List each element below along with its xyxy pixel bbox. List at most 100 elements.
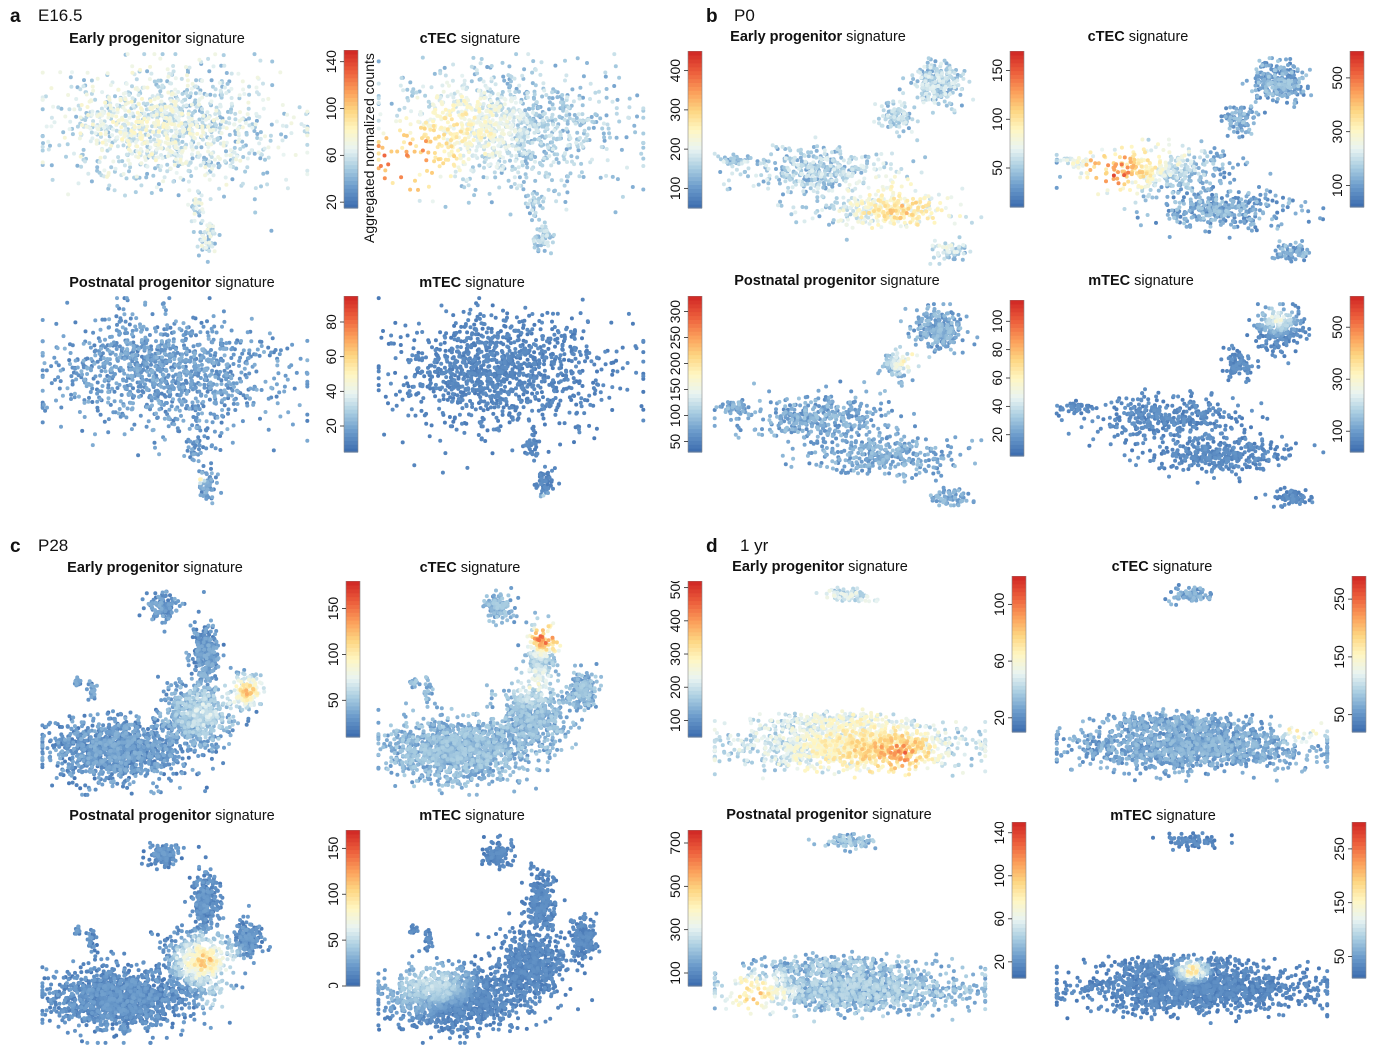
cell-point (520, 163, 525, 168)
cell-point (614, 106, 619, 111)
cell-point (476, 433, 481, 437)
cell-point (40, 97, 45, 102)
cell-point (189, 174, 194, 178)
cell-point (400, 440, 405, 445)
cell-point (175, 350, 180, 355)
cell-point (458, 153, 463, 158)
cell-point (243, 121, 248, 125)
cell-point (238, 379, 243, 384)
cell-point (93, 131, 98, 136)
cell-point (215, 390, 220, 395)
cell-point (438, 330, 443, 335)
cell-point (553, 412, 558, 417)
cell-point (130, 328, 135, 333)
cell-point (305, 172, 310, 177)
cell-point (169, 81, 174, 86)
cell-point (179, 145, 184, 150)
cell-point (180, 111, 184, 116)
cell-point (612, 52, 617, 57)
colorbar-segment (344, 121, 358, 126)
cell-point (515, 123, 520, 128)
cell-point (227, 121, 232, 126)
cell-point (386, 401, 390, 406)
cell-point (248, 386, 253, 391)
cell-point (85, 366, 90, 371)
cell-point (393, 320, 398, 325)
cell-point (604, 147, 609, 151)
cell-point (380, 145, 385, 150)
cell-point (445, 80, 450, 85)
cell-point (489, 127, 494, 132)
cell-point (86, 113, 91, 117)
cell-point (620, 194, 625, 199)
cell-point (238, 110, 242, 115)
signature-suffix: signature (457, 31, 521, 47)
cell-point (197, 389, 202, 394)
cell-point (639, 151, 644, 156)
cell-point (555, 95, 560, 100)
cell-point (89, 78, 94, 83)
colorbar-segment (344, 200, 358, 205)
cell-point (209, 151, 214, 156)
cell-point (433, 107, 438, 112)
cell-point (222, 159, 227, 164)
cell-point (202, 367, 207, 372)
cell-point (180, 148, 185, 153)
cell-point (211, 137, 216, 142)
cell-point (222, 396, 227, 401)
cell-point (224, 362, 229, 367)
cell-point (478, 395, 483, 400)
cell-point (229, 101, 234, 106)
cell-point (86, 171, 91, 176)
cell-point (81, 147, 86, 152)
cell-point (608, 135, 612, 140)
cell-point (217, 111, 222, 116)
cell-point (490, 113, 495, 118)
cell-point (240, 125, 245, 130)
cell-point (501, 74, 506, 79)
cell-point (41, 141, 45, 146)
cell-point (641, 156, 646, 161)
cell-point (525, 139, 530, 144)
cell-point (610, 408, 615, 412)
cell-point (397, 107, 402, 112)
cell-point (72, 107, 77, 112)
cell-point (106, 325, 111, 330)
cell-point (156, 146, 161, 151)
cell-point (483, 439, 488, 443)
cell-point (122, 312, 127, 317)
colorbar-tick-label: 40 (323, 383, 339, 399)
cell-point (112, 399, 117, 404)
cell-point (404, 149, 409, 154)
cell-point (211, 64, 216, 69)
cell-point (69, 397, 73, 401)
cell-point (552, 232, 556, 237)
cell-point (211, 229, 216, 234)
cell-point (239, 370, 244, 375)
cell-point (556, 160, 561, 165)
cell-point (399, 350, 404, 354)
cell-point (121, 413, 126, 418)
cell-point (134, 327, 139, 332)
cell-point (305, 126, 310, 131)
cell-point (199, 145, 204, 150)
cell-point (62, 135, 67, 140)
cell-point (619, 147, 624, 152)
cell-point (207, 159, 212, 164)
cell-point (439, 125, 444, 130)
cell-point (558, 130, 563, 135)
cell-point (275, 363, 280, 368)
cell-point (410, 137, 415, 142)
cell-point (305, 150, 310, 155)
cell-point (205, 435, 210, 440)
cell-point (488, 120, 493, 125)
colorbar-segment (344, 136, 358, 142)
cell-point (250, 122, 255, 127)
cell-point (145, 148, 150, 153)
cell-point (487, 103, 492, 108)
cell-point (184, 103, 189, 108)
cell-point (144, 361, 149, 366)
cell-point (531, 383, 536, 388)
cell-point (153, 158, 158, 163)
